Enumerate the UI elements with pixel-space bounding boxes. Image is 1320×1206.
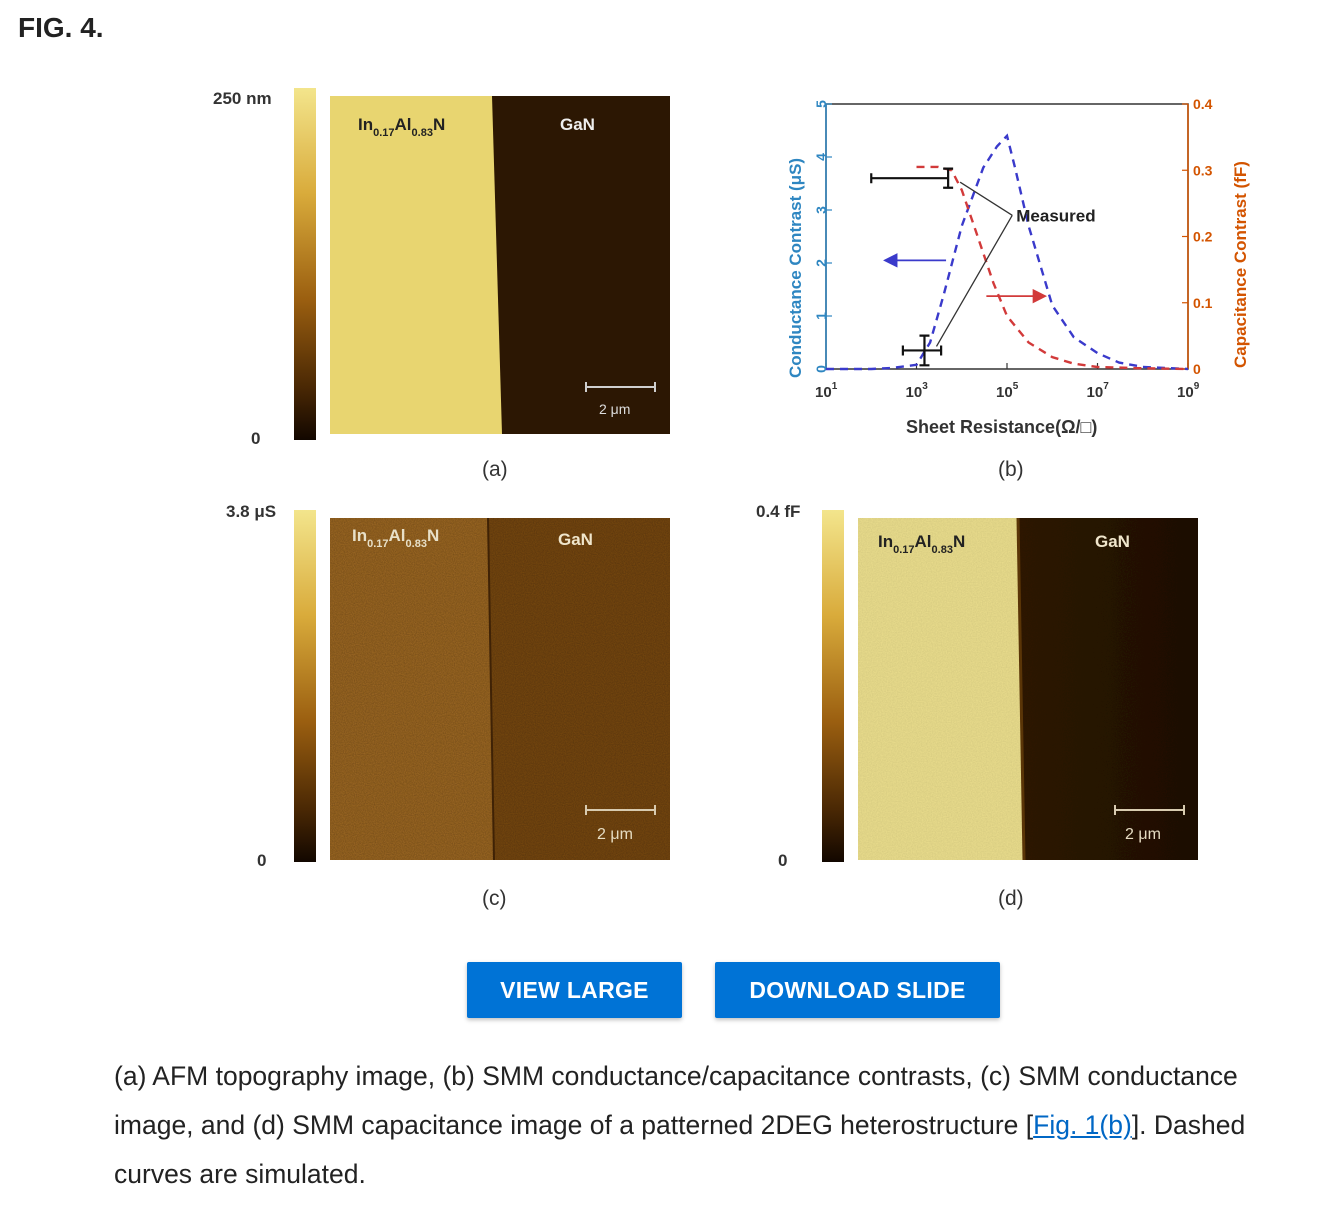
panel-c-ingaaln-region	[330, 518, 494, 860]
y-tick-label: 1	[813, 312, 829, 320]
y-tick-label: 3	[813, 206, 829, 214]
panel-d-scalebar	[1114, 805, 1185, 815]
chart-xlabel: Sheet Resistance(Ω/□)	[906, 417, 1097, 437]
annotation-measured: Measured	[1016, 206, 1095, 225]
x-tick-label: 109	[1177, 381, 1200, 401]
panel-a-ingaaln-region	[330, 96, 502, 434]
panel-d-boundary	[1016, 517, 1026, 861]
panel-d-colorbar	[822, 510, 844, 862]
y2-tick-label: 0.3	[1193, 162, 1213, 178]
series-1-line	[916, 165, 1189, 371]
figure-reference-link[interactable]: Fig. 1(b)	[1033, 1110, 1132, 1140]
y-tick-label: 0	[813, 365, 829, 373]
panel-b-label: (b)	[998, 458, 1024, 481]
y2-tick-label: 0.1	[1193, 295, 1213, 311]
panel-c-scalebar	[585, 805, 656, 815]
panel-a-scalebar-label: 2 μm	[599, 401, 630, 417]
panel-c-region-left: In0.17Al0.83N	[352, 526, 439, 550]
y-tick-label: 4	[813, 153, 829, 161]
y2-tick-label: 0.4	[1193, 96, 1213, 112]
panel-c-boundary	[487, 517, 495, 861]
chart-y2label: Capacitance Contrast (fF)	[1231, 161, 1250, 368]
panel-c-region-right: GaN	[558, 530, 593, 549]
y2-tick-label: 0	[1193, 361, 1201, 377]
panel-d-label: (d)	[998, 887, 1024, 910]
chart-plot-area	[825, 103, 1189, 370]
y-tick-label: 2	[813, 259, 829, 267]
measured-errorbar	[870, 167, 954, 189]
panel-a-scalebar	[585, 382, 656, 392]
view-large-button[interactable]: VIEW LARGE	[467, 962, 682, 1018]
panel-d-scale-bottom: 0	[778, 851, 787, 870]
chart-series: Measured	[826, 133, 1189, 371]
download-slide-button[interactable]: DOWNLOAD SLIDE	[715, 962, 1000, 1018]
panel-d-ingaaln-region	[858, 518, 1024, 860]
panel-a-region-left: In0.17Al0.83N	[358, 115, 445, 139]
annotation-leader	[935, 214, 1013, 347]
y2-tick-label: 0.2	[1193, 229, 1213, 245]
panel-a-region-right: GaN	[560, 115, 595, 134]
chart-ticks: 101 103 105 107 109 0 1 2 3 4 5 0 0.1 0.2 0.3 0.4	[813, 96, 1213, 401]
x-tick-label: 105	[996, 381, 1019, 401]
panel-a: 250 nm 0 In0.17Al0.83N GaN 2 μm (a)	[213, 88, 670, 481]
panel-a-label: (a)	[482, 458, 508, 481]
panel-c: 3.8 μS 0 In0.17Al0.83N GaN 2 μm (c)	[226, 502, 670, 910]
figure-caption: (a) AFM topography image, (b) SMM conduc…	[114, 1052, 1314, 1199]
x-tick-label: 103	[906, 381, 929, 401]
panel-a-scale-bottom: 0	[251, 429, 260, 448]
caption-text-after: ]. Dashed curves are simulated.	[114, 1110, 1246, 1189]
measured-errorbar	[901, 334, 943, 367]
y-tick-label: 5	[813, 100, 829, 108]
panel-d-scalebar-label: 2 μm	[1125, 826, 1161, 843]
panel-d-region-right: GaN	[1095, 532, 1130, 551]
panel-d-scale-top: 0.4 fF	[756, 502, 800, 521]
panel-b: 101 103 105 107 109 0 1 2 3 4 5 0 0.1 0.2 0.3 0.4 Measu…	[786, 96, 1250, 481]
panel-a-scale-top: 250 nm	[213, 89, 272, 108]
annotation-leader	[959, 181, 1013, 216]
x-tick-label: 107	[1087, 381, 1110, 401]
series-0-line	[826, 133, 1189, 371]
panel-c-colorbar	[294, 510, 316, 862]
figure-label: FIG. 4.	[18, 12, 104, 43]
panel-c-label: (c)	[482, 887, 507, 910]
x-tick-label: 101	[815, 381, 838, 401]
panel-c-scalebar-label: 2 μm	[597, 826, 633, 843]
figure-image: 250 nm 0 In0.17Al0.83N GaN 2 μm (a) 101 1…	[213, 88, 1250, 910]
panel-d: 0.4 fF 0 In0.17Al0.83N GaN 2 μm (d)	[756, 502, 1198, 910]
caption-text-before: (a) AFM topography image, (b) SMM conduc…	[114, 1061, 1238, 1140]
panel-c-scale-top: 3.8 μS	[226, 502, 276, 521]
chart-ylabel: Conductance Contrast (μS)	[786, 158, 805, 378]
panel-c-gan-region	[488, 518, 670, 860]
panel-d-region-left: In0.17Al0.83N	[878, 532, 965, 556]
panel-a-colorbar	[294, 88, 316, 440]
panel-c-scale-bottom: 0	[257, 851, 266, 870]
